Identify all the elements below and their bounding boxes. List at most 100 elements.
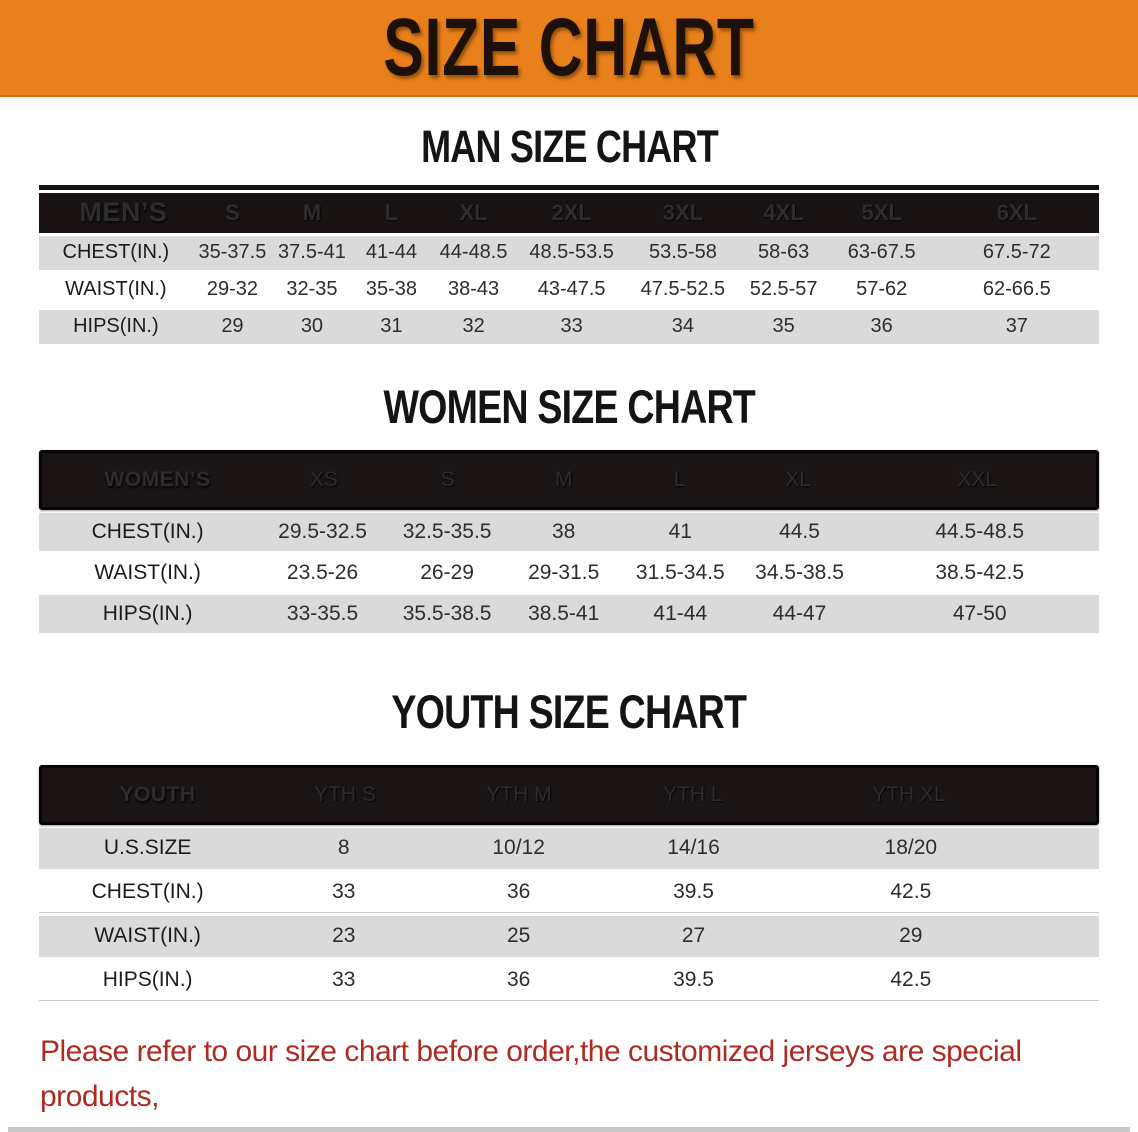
table-row: CHEST(IN.) 33 36 39.5 42.5 bbox=[39, 871, 1099, 913]
cell: 44.5-48.5 bbox=[935, 519, 1025, 543]
row-label: WAIST(IN.) bbox=[94, 560, 201, 584]
size-header-cell: XXL bbox=[957, 467, 998, 491]
row-label: HIPS(IN.) bbox=[73, 315, 159, 338]
cell: 41-44 bbox=[365, 241, 418, 264]
size-header-cell: 5XL bbox=[861, 199, 902, 225]
cell: 41 bbox=[668, 519, 692, 543]
cell: 38.5-41 bbox=[528, 601, 600, 625]
cell: 29-32 bbox=[206, 278, 259, 301]
cell: 31 bbox=[380, 315, 403, 338]
cell: 58-63 bbox=[758, 241, 810, 264]
cell: 43-47.5 bbox=[537, 278, 606, 301]
cell: 36 bbox=[506, 879, 531, 903]
cell: 29-31.5 bbox=[528, 560, 600, 584]
women-size-table: WOMEN’S XS S M L XL XXL CHEST(IN.) 29.5-… bbox=[39, 449, 1099, 633]
cell: 47-50 bbox=[952, 601, 1007, 625]
cell: 39.5 bbox=[673, 879, 714, 903]
cell: 33 bbox=[332, 967, 356, 991]
row-label: WAIST(IN.) bbox=[94, 924, 201, 948]
cell: 35.5-38.5 bbox=[402, 601, 492, 625]
women-heading: WOMEN SIZE CHART bbox=[0, 380, 1138, 434]
men-size-table: MEN’S S M L XL 2XL 3XL 4XL 5XL 6XL CHEST… bbox=[39, 184, 1099, 344]
size-header-cell: YTH S bbox=[314, 782, 376, 806]
youth-table-label: YOUTH bbox=[119, 782, 196, 806]
cell: 23 bbox=[332, 924, 356, 948]
youth-table-header: YOUTH YTH S YTH M YTH L YTH XL bbox=[39, 764, 1099, 825]
row-label: U.S.SIZE bbox=[103, 836, 192, 860]
cell: 34 bbox=[671, 315, 695, 338]
men-heading: MAN SIZE CHART bbox=[0, 121, 1138, 173]
men-table-label: MEN’S bbox=[79, 197, 168, 228]
cell: 35-38 bbox=[365, 278, 418, 301]
cell: 42.5 bbox=[890, 879, 932, 903]
size-header-cell: 3XL bbox=[662, 199, 704, 225]
cell: 44.5 bbox=[779, 519, 820, 543]
size-header-cell: S bbox=[440, 467, 455, 491]
table-row: U.S.SIZE 8 10/12 14/16 18/20 bbox=[39, 827, 1099, 869]
size-header-cell: M bbox=[554, 467, 573, 491]
cell: 41-44 bbox=[653, 601, 708, 625]
bottom-edge-strip bbox=[8, 1127, 1130, 1132]
size-header-cell: 4XL bbox=[763, 199, 804, 225]
women-table-header: WOMEN’S XS S M L XL XXL bbox=[39, 449, 1099, 510]
cell: 25 bbox=[506, 924, 531, 948]
cell: 44-47 bbox=[772, 601, 827, 625]
cell: 27 bbox=[681, 924, 706, 948]
youth-size-table: YOUTH YTH S YTH M YTH L YTH XL U.S.SIZE … bbox=[39, 764, 1099, 1001]
size-header-cell: M bbox=[302, 199, 322, 225]
cell: 38.5-42.5 bbox=[935, 560, 1025, 584]
cell: 34.5-38.5 bbox=[755, 560, 844, 584]
table-row: HIPS(IN.) 33 36 39.5 42.5 bbox=[39, 959, 1099, 1001]
youth-heading-text: YOUTH SIZE CHART bbox=[391, 684, 748, 738]
row-label: CHEST(IN.) bbox=[91, 879, 204, 903]
cell: 47.5-52.5 bbox=[640, 278, 726, 301]
men-heading-text: MAN SIZE CHART bbox=[420, 121, 719, 172]
table-row: WAIST(IN.) 29-32 32-35 35-38 38-43 43-47… bbox=[39, 272, 1099, 307]
cell: 52.5-57 bbox=[749, 278, 818, 301]
cell: 33 bbox=[332, 879, 356, 903]
size-header-cell: L bbox=[673, 467, 686, 491]
row-label: CHEST(IN.) bbox=[91, 519, 204, 543]
cell: 57-62 bbox=[856, 278, 908, 301]
cell: 18/20 bbox=[884, 836, 938, 860]
banner-title: SIZE CHART bbox=[383, 1, 755, 93]
row-label: WAIST(IN.) bbox=[65, 278, 167, 301]
cell: 23.5-26 bbox=[286, 560, 359, 584]
cell: 32.5-35.5 bbox=[402, 519, 492, 543]
table-row: HIPS(IN.) 33-35.5 35.5-38.5 38.5-41 41-4… bbox=[39, 594, 1099, 633]
cell: 31.5-34.5 bbox=[635, 560, 725, 584]
cell: 8 bbox=[337, 836, 350, 860]
cell: 62-66.5 bbox=[982, 278, 1051, 301]
size-header-cell: YTH XL bbox=[872, 782, 946, 806]
row-label: CHEST(IN.) bbox=[62, 241, 170, 264]
men-table-header: MEN’S S M L XL 2XL 3XL 4XL 5XL 6XL bbox=[39, 192, 1099, 233]
cell: 30 bbox=[300, 315, 324, 338]
cell: 26-29 bbox=[420, 560, 474, 584]
size-header-cell: L bbox=[384, 199, 399, 225]
cell: 67.5-72 bbox=[982, 241, 1051, 264]
cell: 29 bbox=[221, 315, 244, 338]
cell: 38-43 bbox=[448, 278, 500, 301]
cell: 29 bbox=[899, 924, 923, 948]
cell: 32-35 bbox=[286, 278, 338, 301]
cell: 29.5-32.5 bbox=[278, 519, 367, 543]
cell: 14/16 bbox=[667, 836, 720, 860]
table-row: CHEST(IN.) 29.5-32.5 32.5-35.5 38 41 44.… bbox=[39, 512, 1099, 551]
table-row: HIPS(IN.) 29 30 31 32 33 34 35 36 37 bbox=[39, 309, 1099, 344]
table-row: WAIST(IN.) 23 25 27 29 bbox=[39, 915, 1099, 957]
cell: 36 bbox=[506, 967, 531, 991]
cell: 33-35.5 bbox=[286, 601, 359, 625]
size-header-cell: YTH M bbox=[486, 782, 552, 806]
cell: 44-48.5 bbox=[439, 241, 508, 264]
cell: 39.5 bbox=[673, 967, 714, 991]
women-section: WOMEN SIZE CHART WOMEN’S XS S M L XL XXL… bbox=[0, 380, 1138, 633]
cell: 37.5-41 bbox=[278, 241, 346, 264]
cell: 38 bbox=[552, 519, 576, 543]
cell: 32 bbox=[462, 315, 485, 338]
size-header-cell: XS bbox=[309, 467, 338, 491]
cell: 35-37.5 bbox=[198, 241, 267, 264]
row-label: HIPS(IN.) bbox=[102, 601, 193, 625]
row-label: HIPS(IN.) bbox=[102, 967, 193, 991]
size-header-cell: 2XL bbox=[551, 199, 592, 225]
